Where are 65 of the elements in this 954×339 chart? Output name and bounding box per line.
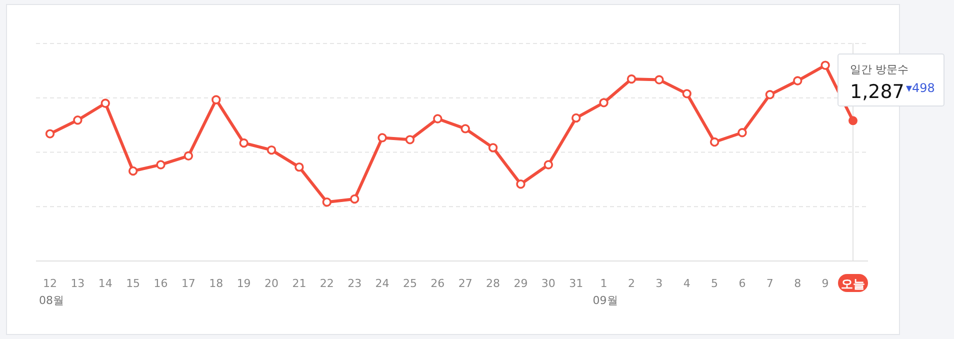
point xyxy=(378,133,387,142)
x-tick-label: 15 xyxy=(126,277,140,290)
x-tick-label: 28 xyxy=(486,277,500,290)
x-tick-label: 17 xyxy=(181,277,196,290)
point xyxy=(433,114,442,124)
point xyxy=(460,124,470,134)
point xyxy=(350,194,360,204)
point xyxy=(710,137,720,147)
point xyxy=(793,76,802,86)
point xyxy=(682,89,692,98)
x-tick-label: 12 xyxy=(43,277,57,290)
x-tick-label: 21 xyxy=(292,277,306,290)
point xyxy=(128,166,138,176)
annotation: 일간 방문수 xyxy=(850,63,908,76)
point xyxy=(405,135,415,144)
x-tick-label: 13 xyxy=(70,277,85,290)
point xyxy=(572,113,581,123)
x-tick-label: 26 xyxy=(430,277,445,290)
text: ▾498 xyxy=(906,81,935,95)
x-tick-label: 25 xyxy=(402,277,417,290)
x-tick-label: 24 xyxy=(375,277,390,290)
x-tick-label: 2 xyxy=(628,277,635,290)
text: 08월 xyxy=(39,294,64,307)
x-tick-label: 오늘 xyxy=(841,277,865,291)
point xyxy=(488,143,498,152)
point xyxy=(738,128,747,138)
x-tick-label: 23 xyxy=(348,277,362,290)
x-tick-label: 19 xyxy=(236,277,251,290)
x-tick-label: 6 xyxy=(738,277,746,290)
x-tick-label: 29 xyxy=(514,277,528,290)
point xyxy=(544,160,554,170)
x-tick-label: 3 xyxy=(656,277,663,290)
point xyxy=(156,160,166,170)
x-tick-label: 5 xyxy=(711,277,718,290)
point xyxy=(626,74,636,84)
point xyxy=(848,116,858,126)
x-tick-label: 8 xyxy=(794,277,802,290)
point xyxy=(100,98,110,108)
point xyxy=(184,151,194,161)
x-tick-label: 1 xyxy=(600,277,608,290)
point xyxy=(73,115,82,125)
x-tick-label: 20 xyxy=(264,277,279,290)
x-tick-label: 7 xyxy=(766,277,774,290)
point xyxy=(322,197,332,207)
x-tick-label: 22 xyxy=(320,277,334,290)
point xyxy=(239,138,248,148)
point xyxy=(45,129,55,138)
point xyxy=(294,162,304,172)
point xyxy=(654,75,664,84)
x-tick-label: 4 xyxy=(683,277,690,290)
point xyxy=(212,95,221,104)
point xyxy=(599,98,608,108)
x-tick-label: 30 xyxy=(541,277,556,290)
x-tick-label: 9 xyxy=(822,277,829,290)
x-tick-label: 14 xyxy=(98,277,112,290)
x-tick-label: 16 xyxy=(154,277,168,290)
annotation: 1,287 xyxy=(850,81,904,103)
point xyxy=(765,90,775,100)
point xyxy=(516,179,526,189)
point xyxy=(266,145,276,155)
x-tick-label: 27 xyxy=(458,277,472,290)
x-tick-label: 18 xyxy=(209,277,224,290)
text: 09월 xyxy=(592,294,618,307)
point xyxy=(820,60,830,70)
x-tick-label: 31 xyxy=(569,277,584,290)
